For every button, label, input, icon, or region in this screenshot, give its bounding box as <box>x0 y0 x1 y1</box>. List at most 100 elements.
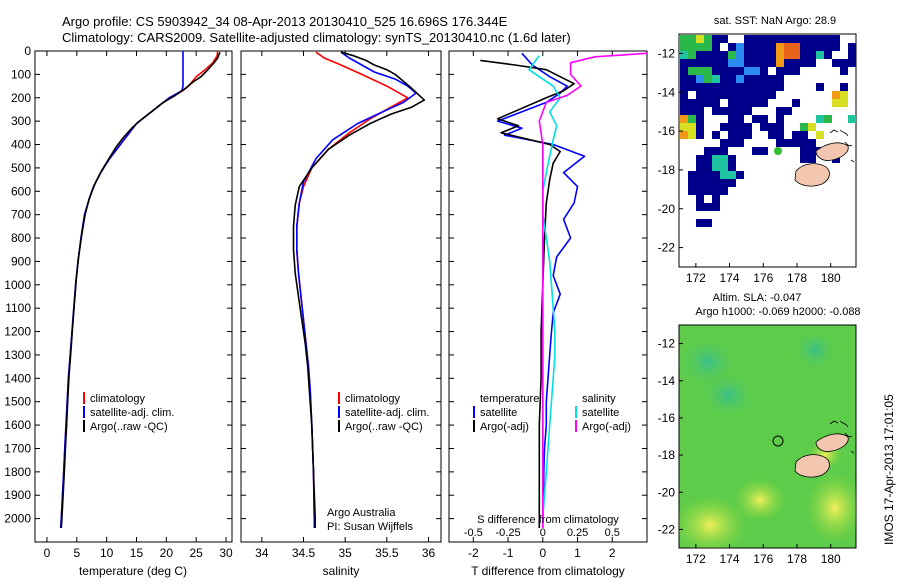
sst-map-xtick-label: 176 <box>753 271 773 285</box>
depth-tick-label: 100 <box>11 67 31 81</box>
sst-cell <box>712 155 720 163</box>
sst-cell <box>736 75 744 83</box>
sst-cell <box>696 51 704 59</box>
sla-map-ytick-label: -14 <box>658 374 676 388</box>
sst-cell <box>768 75 776 83</box>
sst-cell <box>728 131 736 139</box>
sst-cell <box>832 43 840 51</box>
sst-cell <box>736 115 744 123</box>
series-layer <box>59 50 648 529</box>
sst-cell <box>720 51 728 59</box>
sst-cell <box>816 83 824 91</box>
sst-cell <box>776 131 784 139</box>
sla-map-xtick-label: 180 <box>821 552 841 566</box>
sst-cell <box>704 171 712 179</box>
sst-cell <box>696 99 704 107</box>
sst-cell <box>808 123 816 131</box>
sst-cell <box>728 67 736 75</box>
sst-cell <box>696 43 704 51</box>
sst-cell <box>776 75 784 83</box>
sst-cell <box>688 123 696 131</box>
sst-cell <box>752 51 760 59</box>
sst-cell <box>736 171 744 179</box>
sst-cell <box>712 163 720 171</box>
sst-cell <box>728 179 736 187</box>
sla-map-islands <box>794 420 855 478</box>
salinity-plot-frame <box>240 50 442 543</box>
sst-cell <box>728 115 736 123</box>
sst-cell <box>736 131 744 139</box>
sst-cell <box>800 35 808 43</box>
difference-series-s-argo-adj- <box>538 52 648 528</box>
sst-cell <box>744 91 752 99</box>
salinity-legend: climatology satellite-adj. clim. Argo(..… <box>338 392 429 433</box>
sst-cell <box>744 123 752 131</box>
depth-tick-label: 1700 <box>4 441 31 455</box>
sst-cell <box>744 99 752 107</box>
sst-cell <box>704 91 712 99</box>
sst-cell <box>688 43 696 51</box>
legend-label-argo: Argo(..raw -QC) <box>90 421 168 433</box>
salinity-xtick-label: 35.5 <box>375 546 399 560</box>
depth-tick-label: 200 <box>11 91 31 105</box>
sst-cell <box>720 187 728 195</box>
sst-cell <box>784 51 792 59</box>
temperature-xtick-label: 5 <box>73 546 80 560</box>
sst-cell <box>680 75 688 83</box>
sst-cell <box>696 203 704 211</box>
sst-cell <box>744 59 752 67</box>
sst-cell <box>680 67 688 75</box>
temperature-series-argo-raw-qc- <box>60 51 221 529</box>
sst-cell <box>832 99 840 107</box>
sst-cell <box>720 59 728 67</box>
sst-cell <box>736 51 744 59</box>
sst-cell <box>816 115 824 123</box>
depth-tick-label: 1100 <box>5 301 31 315</box>
sst-cell <box>832 59 840 67</box>
sst-cell <box>760 99 768 107</box>
sst-cell <box>760 91 768 99</box>
sst-cell <box>848 115 856 123</box>
legend-heading-salinity: salinity <box>582 393 616 405</box>
sst-map-xtick-label: 178 <box>787 271 807 285</box>
sst-cell <box>840 91 848 99</box>
sst-cell <box>744 35 752 43</box>
sst-cell <box>688 75 696 83</box>
sst-cell <box>696 195 704 203</box>
sst-cell <box>800 123 808 131</box>
sst-map-xtick-label: 180 <box>821 271 841 285</box>
difference-xtick-label: 1 <box>574 546 581 560</box>
sla-map-subtitle: Argo h1000: -0.069 h2000: -0.088 <box>695 306 860 318</box>
salinity-xtick-label: 35 <box>338 546 352 560</box>
sst-cell <box>704 75 712 83</box>
sst-cell <box>736 43 744 51</box>
salinity-xtick-label: 34.5 <box>292 546 316 560</box>
depth-tick-label: 2000 <box>4 512 31 526</box>
difference-top-xtick-label: -0.5 <box>464 527 483 539</box>
difference-xtick-label: 0 <box>539 546 546 560</box>
sst-map-ytick-label: -22 <box>658 241 676 255</box>
sst-cell <box>688 171 696 179</box>
difference-legend-salinity: salinity satellite Argo(-adj) <box>575 393 631 433</box>
sst-cell <box>728 171 736 179</box>
sst-cell <box>704 219 712 227</box>
sst-cell <box>728 139 736 147</box>
sst-cell <box>704 83 712 91</box>
sst-cell <box>704 147 712 155</box>
sst-cell <box>800 147 808 155</box>
sst-cell <box>720 107 728 115</box>
sst-cell <box>792 99 800 107</box>
sst-cell <box>824 115 832 123</box>
sst-cell <box>728 107 736 115</box>
sst-cell <box>768 35 776 43</box>
sla-map-title: Altim. SLA: -0.047 <box>713 292 802 304</box>
sst-cell <box>768 83 776 91</box>
sst-cell <box>688 179 696 187</box>
sst-cell <box>840 59 848 67</box>
depth-tick-label: 600 <box>11 184 31 198</box>
sst-cell <box>712 203 720 211</box>
sst-cell <box>728 51 736 59</box>
sst-cell <box>720 67 728 75</box>
sst-cell <box>752 67 760 75</box>
sst-cell <box>680 131 688 139</box>
